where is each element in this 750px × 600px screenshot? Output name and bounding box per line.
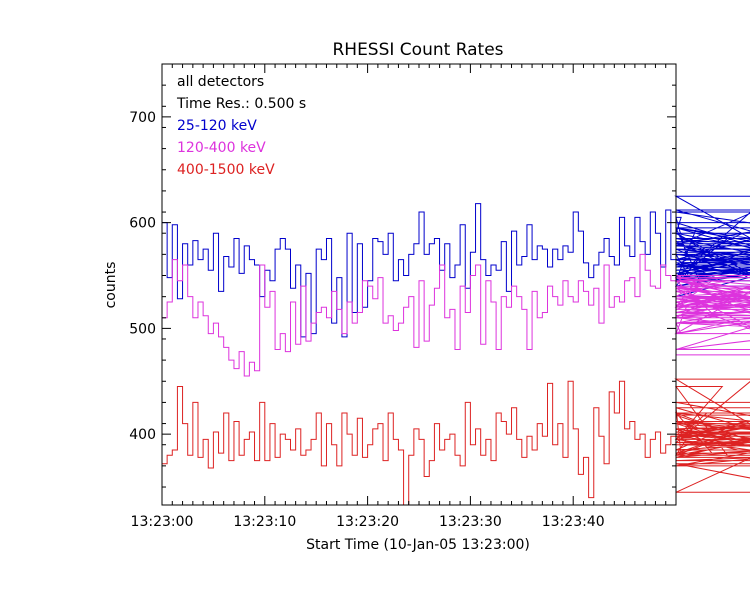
- series-line-1: [162, 195, 750, 338]
- x-tick-label: 13:23:30: [439, 514, 502, 530]
- legend: 25-120 keV 120-400 keV 400-1500 keV: [177, 118, 275, 178]
- legend-entry: 120-400 keV: [177, 140, 266, 156]
- x-axis-label: Start Time (10-Jan-05 13:23:00): [306, 537, 530, 553]
- annotations: all detectors Time Res.: 0.500 s: [176, 74, 306, 112]
- y-tick-label: 700: [129, 110, 156, 126]
- chart-title: RHESSI Count Rates: [332, 40, 503, 60]
- plot-lines: [162, 195, 750, 506]
- series-line-2: [162, 253, 750, 377]
- annotation-text: Time Res.: 0.500 s: [176, 96, 306, 112]
- x-tick-label: 13:23:40: [542, 514, 605, 530]
- x-axis: 13:23:00 13:23:10 13:23:20 13:23:30 13:23:40: [131, 64, 667, 530]
- series-line-3: [162, 378, 750, 506]
- y-tick-label: 500: [129, 321, 156, 337]
- x-tick-label: 13:23:20: [336, 514, 399, 530]
- legend-entry: 400-1500 keV: [177, 162, 275, 178]
- y-tick-label: 600: [129, 216, 156, 232]
- y-tick-label: 400: [129, 427, 156, 443]
- y-axis-label: counts: [103, 262, 119, 309]
- annotation-text: all detectors: [177, 74, 264, 90]
- x-tick-label: 13:23:10: [233, 514, 296, 530]
- x-tick-label: 13:23:00: [131, 514, 194, 530]
- legend-entry: 25-120 keV: [177, 118, 257, 134]
- y-axis: 400 500 600 700: [129, 63, 676, 488]
